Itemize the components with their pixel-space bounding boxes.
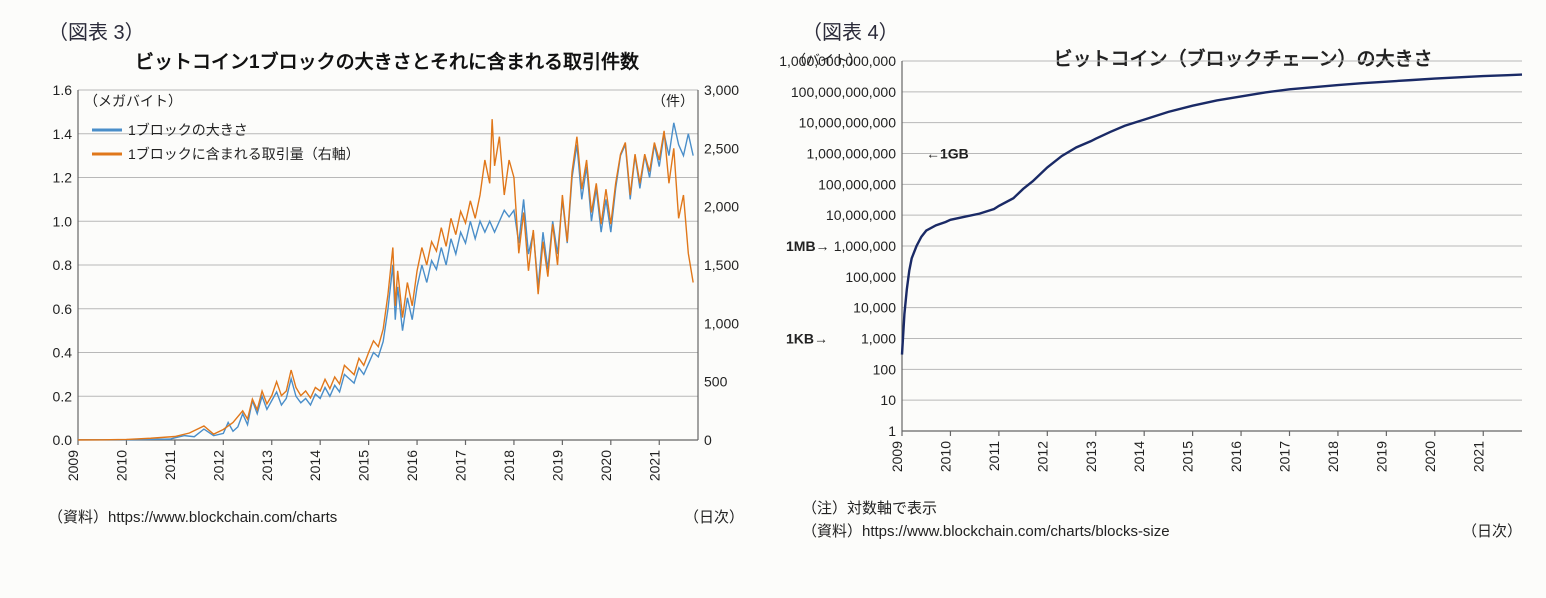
chart-4-freq: （日次） — [1462, 520, 1522, 541]
svg-text:2017: 2017 — [453, 450, 469, 481]
svg-text:100,000,000: 100,000,000 — [818, 176, 896, 192]
svg-text:（件）: （件） — [652, 93, 694, 109]
svg-text:0.4: 0.4 — [53, 345, 73, 361]
svg-text:1MB→: 1MB→ — [786, 238, 830, 254]
svg-text:2021: 2021 — [1470, 441, 1486, 472]
svg-text:2016: 2016 — [404, 450, 420, 481]
svg-text:1,000,000: 1,000,000 — [834, 238, 896, 254]
svg-text:100,000,000,000: 100,000,000,000 — [791, 84, 896, 100]
chart-3-footer: （資料）https://www.blockchain.com/charts （日… — [48, 506, 744, 527]
svg-text:2019: 2019 — [549, 450, 565, 481]
svg-text:1: 1 — [888, 423, 896, 439]
svg-text:2016: 2016 — [1228, 441, 1244, 472]
svg-text:1.6: 1.6 — [53, 82, 73, 98]
panel-chart-3: （図表 3） ビットコイン1ブロックの大きさとそれに含まれる取引件数 0.00.… — [20, 16, 754, 541]
chart-3-source: （資料）https://www.blockchain.com/charts — [48, 506, 337, 527]
svg-text:2010: 2010 — [113, 450, 129, 481]
svg-text:500: 500 — [704, 374, 728, 390]
svg-text:2011: 2011 — [162, 450, 178, 480]
svg-text:1,000: 1,000 — [704, 315, 739, 331]
svg-text:2012: 2012 — [210, 450, 226, 481]
svg-text:2013: 2013 — [1083, 441, 1099, 472]
svg-text:2009: 2009 — [889, 441, 905, 472]
svg-text:1.0: 1.0 — [53, 213, 73, 229]
svg-text:1,500: 1,500 — [704, 257, 739, 273]
chart-4-note: （注）対数軸で表示 — [802, 497, 1170, 518]
svg-text:2011: 2011 — [986, 441, 1002, 471]
svg-text:10,000: 10,000 — [853, 300, 896, 316]
svg-text:2,000: 2,000 — [704, 199, 739, 215]
svg-text:（メガバイト）: （メガバイト） — [84, 93, 182, 109]
svg-text:10: 10 — [880, 392, 896, 408]
svg-text:0.6: 0.6 — [53, 301, 73, 317]
svg-text:1,000: 1,000 — [861, 331, 896, 347]
chart-3-svg: 0.0 0.2 0.4 0.6 0.8 1.0 1.2 1.4 1.6 0 500 1,000 1,50… — [20, 76, 754, 500]
svg-text:1ブロックに含まれる取引量（右軸）: 1ブロックに含まれる取引量（右軸） — [128, 146, 360, 162]
svg-text:2,500: 2,500 — [704, 140, 739, 156]
svg-text:0.2: 0.2 — [53, 388, 73, 404]
svg-text:2010: 2010 — [937, 441, 953, 472]
svg-text:2018: 2018 — [1325, 441, 1341, 472]
svg-text:2021: 2021 — [646, 450, 662, 481]
svg-text:2018: 2018 — [501, 450, 517, 481]
svg-text:1KB→: 1KB→ — [786, 331, 828, 347]
fig-label-3: （図表 3） — [48, 16, 754, 45]
svg-text:1,000,000,000,000: 1,000,000,000,000 — [779, 53, 896, 69]
svg-text:10,000,000: 10,000,000 — [826, 207, 896, 223]
svg-text:1.4: 1.4 — [53, 126, 73, 142]
svg-text:2020: 2020 — [598, 450, 614, 481]
svg-text:2020: 2020 — [1422, 441, 1438, 472]
svg-text:0.0: 0.0 — [53, 432, 73, 448]
chart-3-box: 0.0 0.2 0.4 0.6 0.8 1.0 1.2 1.4 1.6 0 500 1,000 1,50… — [20, 76, 754, 500]
svg-text:ビットコイン（ブロックチェーン）の大きさ: ビットコイン（ブロックチェーン）の大きさ — [1053, 47, 1432, 70]
chart-4-box: ビットコイン（ブロックチェーン）の大きさ（バイト）1101001,00010,0… — [774, 47, 1532, 491]
fig-label-4: （図表 4） — [802, 16, 1532, 45]
svg-text:0.8: 0.8 — [53, 257, 73, 273]
svg-text:←1GB: ←1GB — [926, 146, 969, 162]
chart-3-title: ビットコイン1ブロックの大きさとそれに含まれる取引件数 — [20, 47, 754, 74]
svg-text:1.2: 1.2 — [53, 170, 73, 186]
charts-row: （図表 3） ビットコイン1ブロックの大きさとそれに含まれる取引件数 0.00.… — [0, 0, 1546, 557]
chart-4-footer: （注）対数軸で表示 （資料）https://www.blockchain.com… — [802, 497, 1522, 541]
svg-text:2012: 2012 — [1034, 441, 1050, 472]
svg-text:1,000,000,000: 1,000,000,000 — [806, 146, 896, 162]
svg-text:2009: 2009 — [65, 450, 81, 481]
svg-text:100: 100 — [873, 361, 897, 377]
svg-text:10,000,000,000: 10,000,000,000 — [799, 115, 897, 131]
svg-text:2013: 2013 — [259, 450, 275, 481]
chart-4-svg: ビットコイン（ブロックチェーン）の大きさ（バイト）1101001,00010,0… — [774, 47, 1532, 491]
svg-text:2017: 2017 — [1277, 441, 1293, 472]
chart-3-freq: （日次） — [684, 506, 744, 527]
svg-text:2014: 2014 — [1131, 441, 1147, 472]
svg-text:2015: 2015 — [356, 450, 372, 481]
svg-text:0: 0 — [704, 432, 712, 448]
chart-4-source: （資料）https://www.blockchain.com/charts/bl… — [802, 520, 1170, 541]
svg-text:2015: 2015 — [1180, 441, 1196, 472]
svg-text:2019: 2019 — [1373, 441, 1389, 472]
svg-text:1ブロックの大きさ: 1ブロックの大きさ — [128, 122, 248, 138]
svg-text:2014: 2014 — [307, 450, 323, 481]
svg-text:3,000: 3,000 — [704, 82, 739, 98]
svg-text:100,000: 100,000 — [845, 269, 896, 285]
panel-chart-4: （図表 4） ビットコイン（ブロックチェーン）の大きさ（バイト）1101001,… — [774, 16, 1532, 541]
